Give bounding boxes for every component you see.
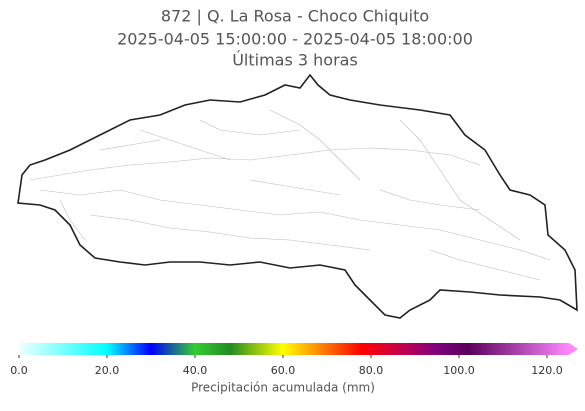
title-line: 872 | Q. La Rosa - Choco Chiquito bbox=[161, 7, 429, 26]
colorbar-tick-label: 100.0 bbox=[443, 364, 475, 377]
colorbar-tick-label: 60.0 bbox=[271, 364, 296, 377]
title-line: 2025-04-05 15:00:00 - 2025-04-05 18:00:0… bbox=[117, 30, 473, 49]
colorbar-label: Precipitación acumulada (mm) bbox=[191, 381, 375, 395]
basin-outline bbox=[17, 73, 578, 319]
colorbar-tick-label: 0.0 bbox=[10, 364, 28, 377]
colorbar-tick-label: 40.0 bbox=[183, 364, 208, 377]
colorbar-tick-label: 80.0 bbox=[359, 364, 384, 377]
colorbar-extend-arrow bbox=[569, 343, 578, 355]
title-line: Últimas 3 horas bbox=[232, 51, 358, 70]
streams bbox=[29, 109, 551, 281]
colorbar bbox=[19, 343, 569, 355]
colorbar-tick-label: 120.0 bbox=[531, 364, 563, 377]
colorbar-tick-label: 20.0 bbox=[95, 364, 120, 377]
